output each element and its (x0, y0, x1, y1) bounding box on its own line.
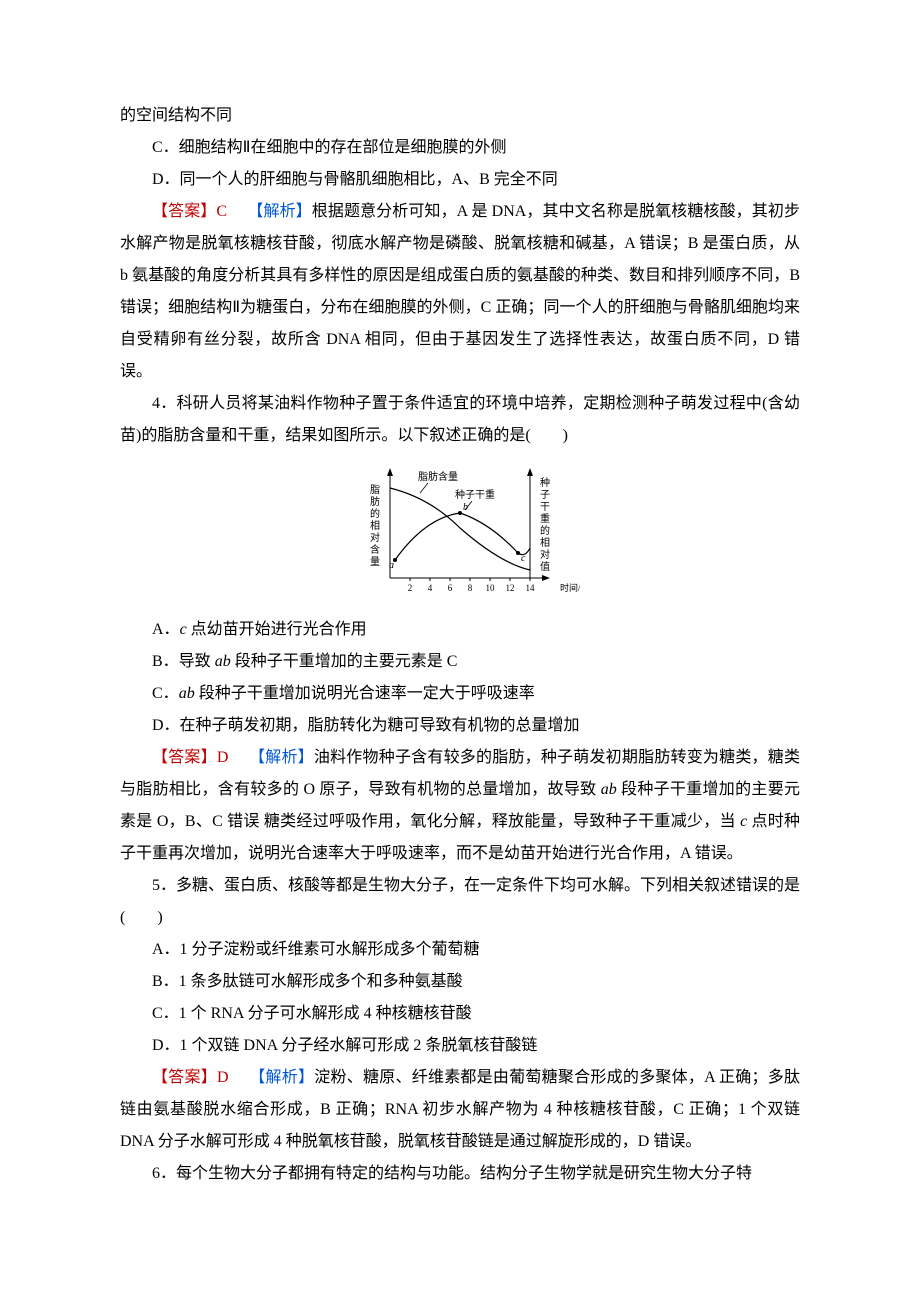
q6-stem-partial: 6．每个生物大分子都拥有特定的结构与功能。结构分子生物学就是研究生物大分子特 (120, 1158, 800, 1190)
q3-answer-label: 【答案】C (152, 203, 227, 220)
q4-option-c-pre: C． (152, 685, 179, 702)
svg-text:8: 8 (468, 583, 473, 593)
q4-option-c-post: 段种子干重增加说明光合速率一定大于呼吸速率 (195, 685, 535, 702)
series-dry-label: 种子干重 (455, 488, 495, 501)
q4-answer-label: 【答案】D (152, 749, 228, 766)
q5-option-a: A．1 分子淀粉或纤维素可水解形成多个葡萄糖 (120, 934, 800, 966)
svg-text:2: 2 (408, 583, 413, 593)
q5-option-d: D．1 个双链 DNA 分子经水解可形成 2 条脱氧核苷酸链 (120, 1030, 800, 1062)
q5-answer-paragraph: 【答案】D 【解析】淀粉、糖原、纤维素都是由葡萄糖聚合形成的多聚体，A 正确；多… (120, 1062, 800, 1158)
marker-c-dot (516, 551, 520, 555)
document-page: 的空间结构不同 C．细胞结构Ⅱ在细胞中的存在部位是细胞膜的外侧 D．同一个人的肝… (0, 0, 920, 1302)
q3-explain-text: 根据题意分析可知，A 是 DNA，其中文名称是脱氧核糖核酸，其初步水解产物是脱氧… (120, 203, 800, 380)
q5-option-b: B．1 条多肽链可水解形成多个和多种氨基酸 (120, 966, 800, 998)
q4-option-b-pre: B．导致 (152, 653, 215, 670)
q4-option-c-it: ab (179, 685, 195, 702)
series-fat-label: 脂肪含量 (418, 470, 458, 483)
q4-option-a: A．c 点幼苗开始进行光合作用 (120, 614, 800, 646)
svg-text:6: 6 (448, 583, 453, 593)
q4-option-a-it: c (180, 621, 187, 638)
q4-explain-label: 【解析】 (249, 749, 314, 766)
continuation-line: 的空间结构不同 (120, 100, 800, 132)
q3-option-c: C．细胞结构Ⅱ在细胞中的存在部位是细胞膜的外侧 (120, 132, 800, 164)
q3-answer-paragraph: 【答案】C 【解析】根据题意分析可知，A 是 DNA，其中文名称是脱氧核糖核酸，… (120, 196, 800, 388)
svg-text:10: 10 (486, 583, 496, 593)
svg-text:4: 4 (428, 583, 433, 593)
x-axis-label: 时间/d (560, 582, 580, 593)
q5-option-c: C．1 个 RNA 分子可水解形成 4 种核糖核苷酸 (120, 998, 800, 1030)
q4-explain-it-1: ab (601, 781, 617, 798)
q4-option-b-it: ab (215, 653, 231, 670)
svg-text:14: 14 (526, 583, 536, 593)
q4-chart: 2 4 6 8 10 12 14 时间/d a b c 脂肪含量 种子干重 脂肪… (340, 458, 580, 608)
q4-option-c: C．ab 段种子干重增加说明光合速率一定大于呼吸速率 (120, 678, 800, 710)
svg-text:12: 12 (506, 583, 515, 593)
marker-c-label: c (521, 553, 526, 564)
q3-option-d: D．同一个人的肝细胞与骨骼肌细胞相比，A、B 完全不同 (120, 164, 800, 196)
q4-option-b-post: 段种子干重增加的主要元素是 C (231, 653, 458, 670)
q4-option-d: D．在种子萌发初期，脂肪转化为糖可导致有机物的总量增加 (120, 710, 800, 742)
q4-stem: 4．科研人员将某油料作物种子置于条件适宜的环境中培养，定期检测种子萌发过程中(含… (120, 388, 800, 452)
marker-b-dot (458, 511, 462, 515)
q4-option-b: B．导致 ab 段种子干重增加的主要元素是 C (120, 646, 800, 678)
marker-a-label: a (389, 560, 394, 571)
q5-answer-label: 【答案】D (152, 1069, 229, 1086)
q5-explain-label: 【解析】 (249, 1069, 314, 1086)
q4-option-a-post: 点幼苗开始进行光合作用 (187, 621, 367, 638)
q5-stem: 5．多糖、蛋白质、核酸等都是生物大分子，在一定条件下均可水解。下列相关叙述错误的… (120, 870, 800, 934)
q4-option-a-pre: A． (152, 621, 180, 638)
q4-answer-paragraph: 【答案】D 【解析】油料作物种子含有较多的脂肪，种子萌发初期脂肪转变为糖类，糖类… (120, 742, 800, 870)
q3-explain-label: 【解析】 (247, 203, 311, 220)
